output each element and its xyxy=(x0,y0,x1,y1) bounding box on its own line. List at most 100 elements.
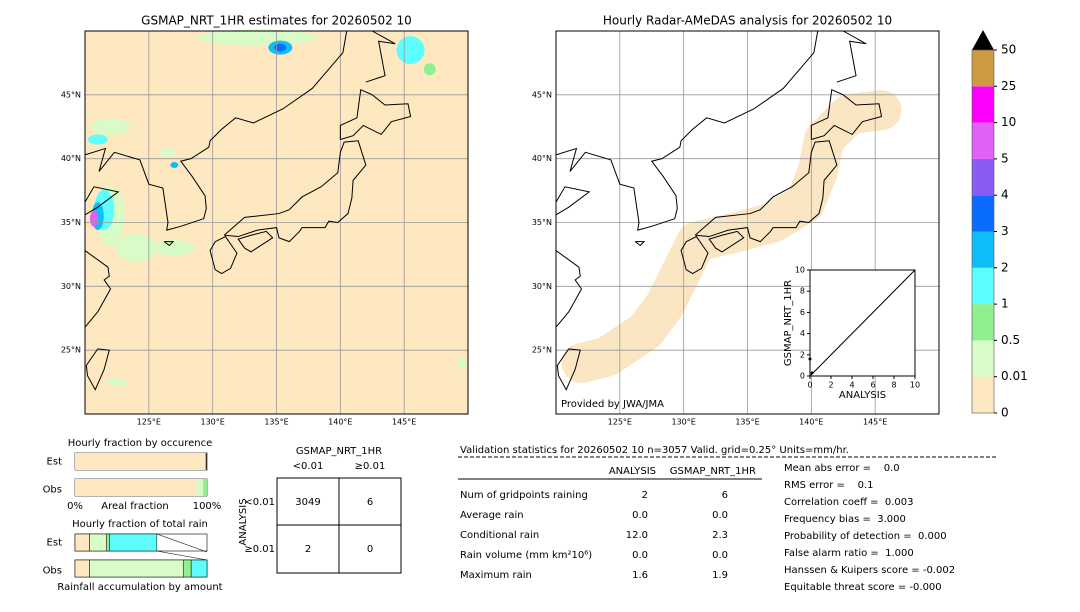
score: Frequency bias = 3.000 xyxy=(784,514,906,525)
map-title: GSMAP_NRT_1HR estimates for 20260502 10 xyxy=(141,14,412,28)
stat-value: 0.0 xyxy=(632,510,648,521)
coastline xyxy=(84,186,120,216)
colorbar-segment xyxy=(972,267,994,305)
colorbar-label: 10 xyxy=(1001,115,1016,129)
colorbar-label: 25 xyxy=(1001,79,1016,93)
coastline xyxy=(163,241,175,247)
row-label: Est xyxy=(47,457,63,468)
y-tick-label: 4 xyxy=(800,329,805,338)
stats-header: Validation statistics for 20260502 10 n=… xyxy=(460,445,849,456)
lon-label: 135°E xyxy=(735,418,759,427)
lat-label: 30°N xyxy=(61,282,81,291)
coastline xyxy=(339,88,412,140)
rain-area xyxy=(423,63,436,76)
bar-segment xyxy=(75,479,197,496)
coastline xyxy=(680,235,709,275)
rain-area xyxy=(89,210,98,227)
bar-segment xyxy=(89,533,107,552)
lat-label: 35°N xyxy=(61,218,81,227)
lon-label: 145°E xyxy=(863,418,887,427)
stat-value: 0.0 xyxy=(632,550,648,561)
stat-value: 1.9 xyxy=(712,570,728,581)
score: Probability of detection = 0.000 xyxy=(784,531,947,542)
lon-label: 125°E xyxy=(137,418,161,427)
radar-coverage xyxy=(561,90,902,383)
x-tick-label: 8 xyxy=(891,381,896,390)
coastline xyxy=(694,140,838,243)
row-label: Num of gridpoints raining xyxy=(460,490,588,501)
colorbar-label: 0 xyxy=(1001,406,1009,420)
colorbar-label: 4 xyxy=(1001,188,1009,202)
credit: Provided by JWA/JMA xyxy=(561,399,664,410)
coastline xyxy=(555,30,819,231)
coastline xyxy=(84,250,112,328)
colorbar-segment xyxy=(972,195,994,232)
table-title: GSMAP_NRT_1HR xyxy=(296,446,382,457)
map-frame xyxy=(555,30,940,415)
lat-label: 45°N xyxy=(532,90,552,99)
lon-label: 140°E xyxy=(328,418,352,427)
lat-label: 35°N xyxy=(532,218,552,227)
colorbar-segment xyxy=(972,158,994,196)
lon-label: 135°E xyxy=(264,418,288,427)
coastline xyxy=(810,88,883,140)
lat-label: 30°N xyxy=(532,282,552,291)
stat-value: 2 xyxy=(642,490,648,501)
colorbar-segment xyxy=(972,122,994,159)
colorbar-label: 0.01 xyxy=(1001,369,1028,383)
y-axis-label: GSMAP_NRT_1HR xyxy=(783,280,794,366)
score: Equitable threat score = -0.000 xyxy=(784,582,942,593)
colorbar-segment xyxy=(972,231,994,268)
stat-value: 6 xyxy=(722,490,728,501)
coastline xyxy=(555,186,591,216)
bar-segment xyxy=(196,479,204,496)
coastline xyxy=(84,30,348,231)
column-label: GSMAP_NRT_1HR xyxy=(670,466,756,477)
rain-area xyxy=(154,240,195,257)
rain-area xyxy=(274,43,287,52)
score: Mean abs error = 0.0 xyxy=(784,463,900,474)
colorbar-segment xyxy=(972,50,994,87)
colorbar-label: 5 xyxy=(1001,151,1009,165)
colorbar-segment xyxy=(972,304,994,341)
bar-segment xyxy=(75,453,206,470)
cell: 2 xyxy=(305,544,311,555)
bar-segment xyxy=(89,559,184,578)
cell: 0 xyxy=(367,544,373,555)
rain-area xyxy=(106,378,127,387)
colorbar-label: 1 xyxy=(1001,297,1009,311)
y-tick-label: 2 xyxy=(800,350,805,359)
map-title: Hourly Radar-AMeDAS analysis for 2026050… xyxy=(603,14,892,28)
score: Hanssen & Kuipers score = -0.002 xyxy=(784,565,955,576)
bar-segment xyxy=(203,479,207,496)
y-tick-label: 0 xyxy=(800,372,805,381)
coastline xyxy=(708,230,745,253)
lat-label: 25°N xyxy=(61,346,81,355)
lon-label: 145°E xyxy=(392,418,416,427)
coastline xyxy=(634,241,646,247)
coastline xyxy=(237,230,274,253)
x-tick-label: 100% xyxy=(193,501,222,512)
colorbar-segment xyxy=(972,86,994,123)
x-tick-label: 6 xyxy=(870,381,875,390)
y-tick-label: 10 xyxy=(795,266,805,275)
lon-label: 130°E xyxy=(672,418,696,427)
row-label: Obs xyxy=(43,566,62,577)
row-title: ANALYSIS xyxy=(238,498,249,545)
column-label: <0.01 xyxy=(293,461,324,472)
x-tick-label: 2 xyxy=(828,381,833,390)
row-label: Est xyxy=(47,538,63,549)
stat-value: 12.0 xyxy=(626,530,648,541)
stat-value: 0.0 xyxy=(712,510,728,521)
axis-label: Rainfall accumulation by amount xyxy=(57,582,222,593)
lon-label: 140°E xyxy=(799,418,823,427)
score: RMS error = 0.1 xyxy=(784,480,874,491)
rain-area xyxy=(116,234,157,263)
coastline xyxy=(556,348,581,391)
lon-label: 125°E xyxy=(608,418,632,427)
rain-area xyxy=(197,29,318,46)
cell: 3049 xyxy=(295,497,320,508)
panel-title: Hourly fraction of total rain xyxy=(72,519,208,530)
bar-segment xyxy=(190,559,208,578)
coastline xyxy=(209,235,238,275)
